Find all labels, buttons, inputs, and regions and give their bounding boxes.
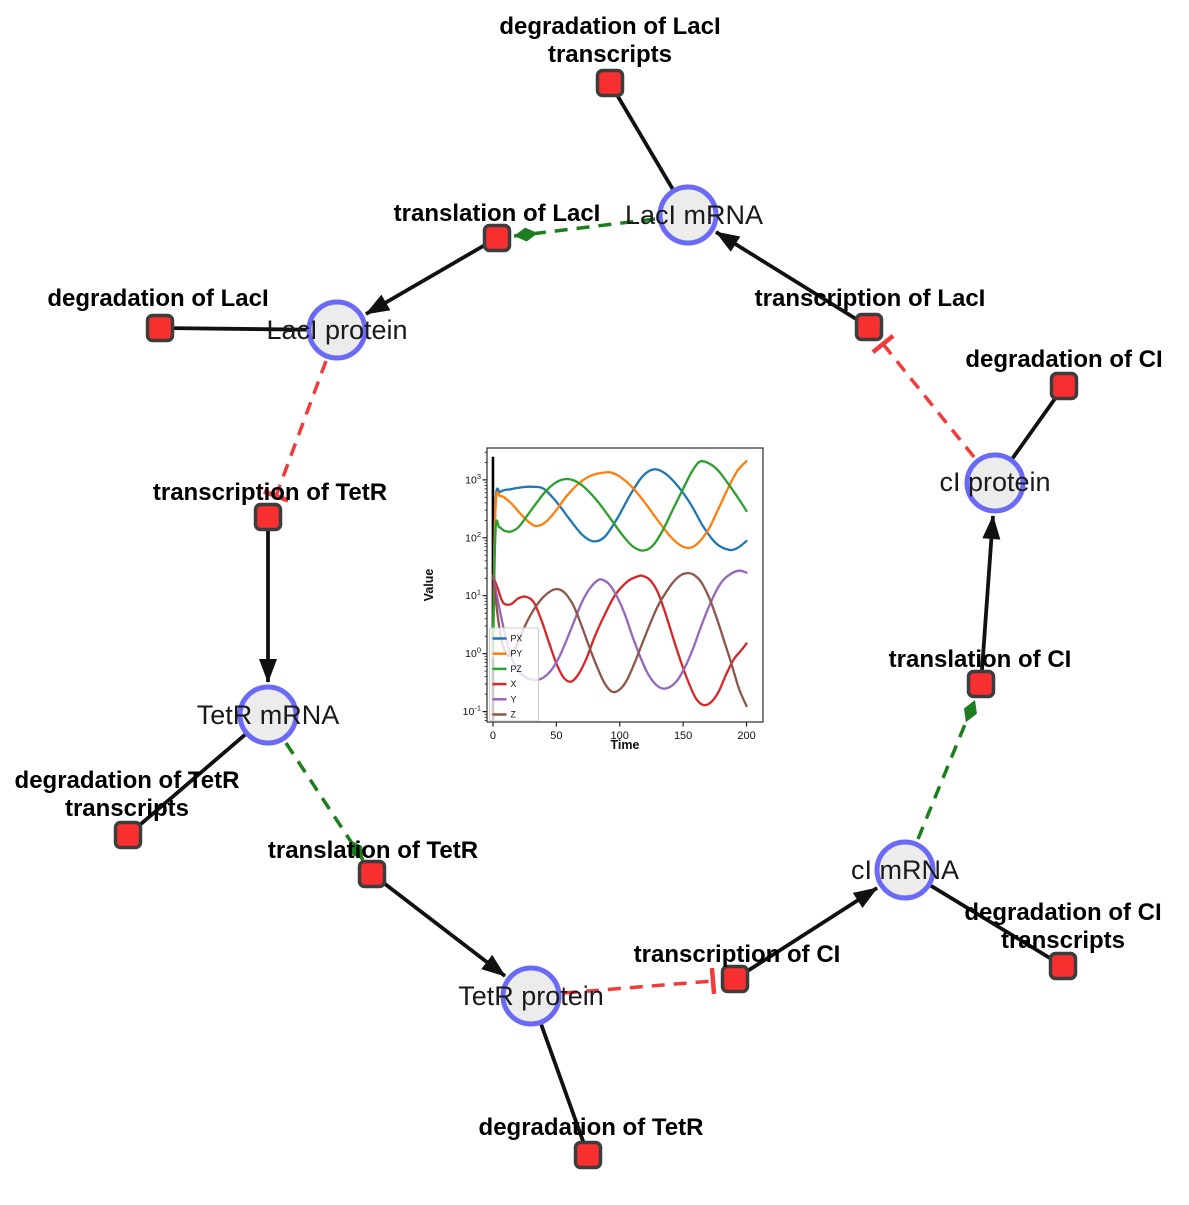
x-tick-label: 100 xyxy=(611,730,629,742)
species-node-ci-protein[interactable] xyxy=(964,452,1026,514)
chart-legend-box xyxy=(489,627,539,722)
edge-tetr-mrna-modifies-translation xyxy=(284,742,365,861)
reaction-label-translation-of-ci: translation of CI xyxy=(889,646,1072,673)
legend-label-X: X xyxy=(511,679,517,689)
species-label-tetr-mrna: TetR mRNA xyxy=(197,700,340,730)
labels: LacI mRNA LacI protein TetR mRNA TetR pr… xyxy=(15,13,1163,1141)
reaction-label-degradation-of-tetr-transcripts-1: degradation of TetR xyxy=(15,767,240,794)
species-node-tetr-protein[interactable] xyxy=(500,965,562,1027)
reaction-node-degradation-of-laci[interactable] xyxy=(145,313,175,343)
reaction-label-degradation-of-ci-transcripts-1: degradation of CI xyxy=(964,899,1161,926)
y-tick-label: 100 xyxy=(465,646,481,661)
reaction-label-transcription-of-laci: transcription of LacI xyxy=(755,285,986,312)
edge-ci-mrna-to-degradation-transcripts xyxy=(904,868,1064,968)
reaction-node-degradation-of-tetr[interactable] xyxy=(573,1140,603,1170)
species-label-laci-protein: LacI protein xyxy=(266,315,407,345)
reaction-nodes xyxy=(113,68,1079,1170)
species-node-laci-protein[interactable] xyxy=(306,299,368,361)
x-tick-label: 200 xyxy=(737,730,755,742)
y-tick-label: 10-1 xyxy=(463,704,481,719)
series-X-line xyxy=(491,574,748,707)
reaction-node-translation-of-laci[interactable] xyxy=(482,223,512,253)
reaction-node-degradation-of-ci[interactable] xyxy=(1049,371,1079,401)
series-PY-line xyxy=(491,460,748,658)
edge-translation-laci-to-laci-protein xyxy=(365,236,498,316)
species-nodes xyxy=(237,184,1026,1027)
x-tick-label: 0 xyxy=(490,730,496,742)
edge-laci-mrna-modifies-translation xyxy=(513,217,656,242)
species-label-laci-mrna: LacI mRNA xyxy=(625,200,763,230)
x-tick-label: 50 xyxy=(550,730,562,742)
series-PZ-line xyxy=(491,460,748,658)
reaction-label-transcription-of-ci: transcription of CI xyxy=(634,941,841,968)
y-tick-label: 103 xyxy=(465,472,481,487)
legend-label-Z: Z xyxy=(511,710,517,720)
species-node-ci-mrna[interactable] xyxy=(874,839,936,901)
reaction-node-degradation-of-tetr-transcripts[interactable] xyxy=(113,820,143,850)
reaction-node-degradation-of-laci-transcripts[interactable] xyxy=(595,68,625,98)
species-node-laci-mrna[interactable] xyxy=(657,184,719,246)
chart-plot-border xyxy=(486,447,764,723)
reaction-node-degradation-of-ci-transcripts[interactable] xyxy=(1048,951,1078,981)
reaction-label-degradation-of-ci-transcripts-2: transcripts xyxy=(1001,927,1125,954)
species-label-tetr-protein: TetR protein xyxy=(458,981,604,1011)
reaction-label-translation-of-laci: translation of LacI xyxy=(394,200,601,227)
legend-label-Y: Y xyxy=(511,694,517,704)
reaction-label-degradation-of-laci-transcripts-1: degradation of LacI xyxy=(499,13,720,40)
reaction-label-degradation-of-laci-transcripts-2: transcripts xyxy=(548,41,672,68)
legend-label-PY: PY xyxy=(511,649,523,659)
legend-label-PZ: PZ xyxy=(511,664,523,674)
series-PX-line xyxy=(491,468,748,658)
reaction-label-transcription-of-tetr: transcription of TetR xyxy=(153,479,387,506)
reaction-label-degradation-of-ci: degradation of CI xyxy=(965,346,1162,373)
legend-label-PX: PX xyxy=(511,634,523,644)
edge-ci-mrna-modifies-translation xyxy=(916,699,977,840)
reaction-node-translation-of-ci[interactable] xyxy=(966,669,996,699)
reaction-label-degradation-of-tetr: degradation of TetR xyxy=(479,1114,704,1141)
chart-y-axis-label: Value xyxy=(422,569,436,602)
reaction-node-translation-of-tetr[interactable] xyxy=(357,859,387,889)
reaction-label-degradation-of-tetr-transcripts-2: transcripts xyxy=(65,795,189,822)
edge-tetr-protein-inhibits-transcription-ci xyxy=(563,967,717,995)
edge-laci-protein-inhibits-transcription-tetr xyxy=(263,360,328,503)
edge-ci-protein-inhibits-transcription-laci xyxy=(871,334,976,459)
edge-translation-tetr-to-tetr-protein xyxy=(370,872,507,978)
reaction-label-degradation-of-laci: degradation of LacI xyxy=(47,285,268,312)
reaction-node-transcription-of-ci[interactable] xyxy=(720,964,750,994)
x-tick-label: 150 xyxy=(674,730,692,742)
reaction-node-transcription-of-tetr[interactable] xyxy=(253,502,283,532)
y-tick-label: 101 xyxy=(465,588,481,603)
species-label-ci-protein: cI protein xyxy=(939,467,1050,497)
chart-x-axis-label: Time xyxy=(611,738,640,752)
species-label-ci-mrna: cI mRNA xyxy=(851,855,959,885)
reaction-node-transcription-of-laci[interactable] xyxy=(854,312,884,342)
edge-translation-ci-to-ci-protein xyxy=(979,515,1001,685)
edge-tetr-mrna-to-degradation-transcripts xyxy=(126,713,270,837)
species-node-tetr-mrna[interactable] xyxy=(237,684,299,746)
edge-transcription-laci-to-laci-mrna xyxy=(714,230,871,329)
reaction-label-translation-of-tetr: translation of TetR xyxy=(268,837,478,864)
y-tick-label: 102 xyxy=(465,530,481,545)
edge-transcription-ci-to-ci-mrna xyxy=(733,886,879,981)
